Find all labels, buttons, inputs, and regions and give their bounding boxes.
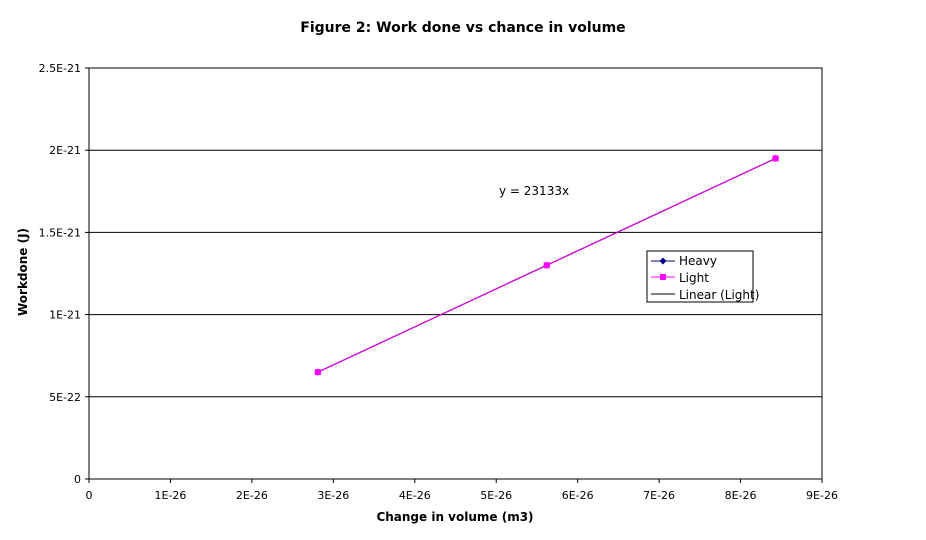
x-tick-label: 3E-26 — [317, 489, 349, 502]
y-tick-label: 0 — [74, 473, 81, 486]
y-axis: 0 5E-22 1E-21 1.5E-21 2E-21 2.5E-21 — [39, 62, 89, 486]
legend-trend-label: Linear (Light) — [679, 288, 759, 302]
legend-light-marker — [660, 274, 666, 280]
y-axis-title: Workdone (J) — [16, 228, 30, 316]
x-tick-label: 2E-26 — [236, 489, 268, 502]
x-axis-title: Change in volume (m3) — [376, 510, 533, 524]
x-tick-label: 5E-26 — [480, 489, 512, 502]
x-axis: 0 1E-26 2E-26 3E-26 4E-26 5E-26 6E-26 7E-26 8E-2… — [86, 479, 838, 502]
y-tick-label: 1.5E-21 — [39, 226, 81, 239]
legend-heavy-marker — [659, 257, 667, 265]
plot-area — [88, 67, 823, 480]
legend: Heavy Light Linear (Light) — [646, 250, 759, 303]
series-group — [314, 154, 780, 376]
x-tick-label: 1E-26 — [154, 489, 186, 502]
chart-title: Figure 2: Work done vs chance in volume — [300, 20, 625, 36]
legend-light-label: Light — [679, 271, 709, 285]
data-point-light — [314, 369, 321, 376]
y-tick-label: 5E-22 — [49, 391, 81, 404]
x-tick-label: 9E-26 — [806, 489, 838, 502]
grid — [89, 149, 822, 398]
y-tick-label: 2.5E-21 — [39, 62, 81, 75]
y-tick-label: 1E-21 — [49, 309, 81, 322]
x-tick-label: 6E-26 — [562, 489, 594, 502]
x-tick-label: 0 — [86, 489, 93, 502]
x-tick-label: 4E-26 — [399, 489, 431, 502]
y-tick-label: 2E-21 — [49, 144, 81, 157]
x-tick-label: 8E-26 — [725, 489, 757, 502]
x-tick-label: 7E-26 — [643, 489, 675, 502]
trendline-equation: y = 23133x — [499, 184, 569, 198]
legend-heavy-label: Heavy — [679, 254, 717, 268]
data-point-light — [543, 262, 550, 269]
data-point-light — [772, 155, 779, 162]
